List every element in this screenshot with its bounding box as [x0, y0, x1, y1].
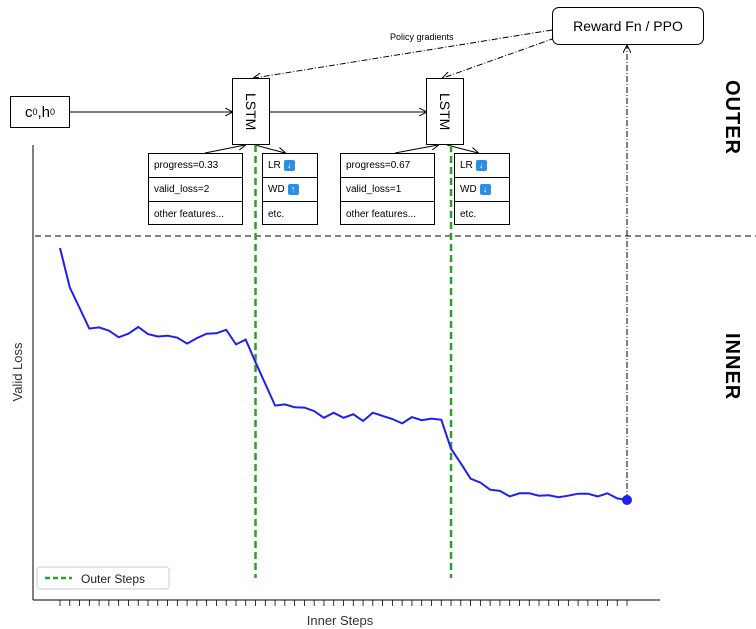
x-axis-label: Inner Steps	[307, 613, 374, 628]
x-axis-ticks	[59, 600, 628, 606]
features-box-2: progress=0.67 valid_loss=1 other feature…	[340, 153, 435, 225]
actions-box-1: LR ↓ WD ↑ etc.	[262, 153, 318, 225]
action-wd: WD ↑	[263, 178, 317, 202]
outer-label: OUTER	[721, 80, 743, 155]
valid-loss-line	[59, 247, 628, 501]
features1-to-lstm1-arrow	[204, 145, 245, 154]
lstm-cell-1: LSTM	[232, 78, 270, 145]
reward-box: Reward Fn / PPO	[552, 7, 704, 45]
y-axis-label: Valid Loss	[10, 342, 25, 402]
feature-progress: progress=0.33	[149, 154, 242, 178]
features2-to-lstm2-arrow	[394, 145, 438, 154]
action-lr: LR ↓	[455, 154, 509, 178]
actions-box-2: LR ↓ WD ↓ etc.	[454, 153, 510, 225]
action-wd: WD ↓	[455, 178, 509, 202]
action-etc: etc.	[460, 208, 477, 220]
action-lr: LR ↓	[263, 154, 317, 178]
valid-loss-endpoint	[622, 495, 632, 505]
inner-label: INNER	[721, 333, 743, 401]
up-arrow-icon: ↑	[287, 184, 299, 195]
feature-progress: progress=0.67	[341, 154, 434, 178]
feature-other: other features...	[154, 208, 225, 220]
lstm1-to-actions1-arrow	[254, 144, 285, 153]
feature-valid-loss: valid_loss=1	[341, 178, 434, 202]
action-etc: etc.	[268, 208, 285, 220]
legend-box	[36, 566, 170, 590]
feature-valid-loss: valid_loss=2	[149, 178, 242, 202]
policy-gradients-label: Policy gradients	[390, 32, 454, 42]
legend-label: Outer Steps	[81, 572, 145, 586]
feature-other: other features...	[346, 208, 417, 220]
lstm-cell-2: LSTM	[426, 78, 464, 145]
policy-gradient-arrow-2	[443, 37, 556, 78]
down-arrow-icon: ↓	[283, 160, 295, 171]
down-arrow-icon: ↓	[475, 160, 487, 171]
down-arrow-icon: ↓	[479, 184, 491, 195]
features-box-1: progress=0.33 valid_loss=2 other feature…	[148, 153, 243, 225]
